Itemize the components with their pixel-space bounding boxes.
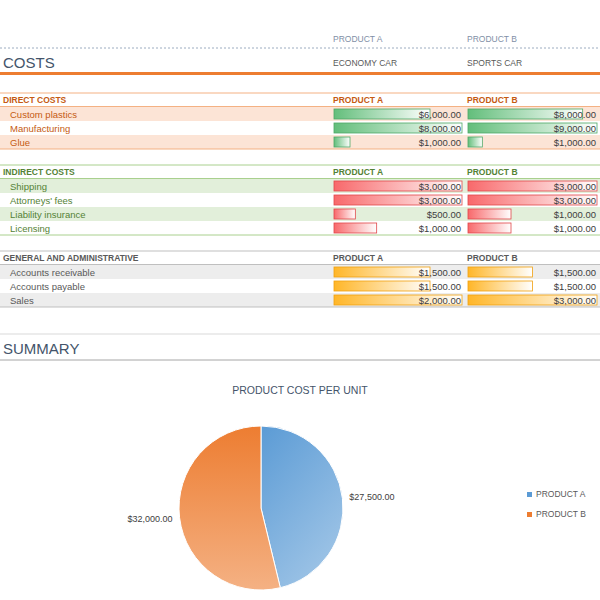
data-bar — [334, 295, 462, 305]
cell-value: $8,000.00 — [554, 109, 596, 120]
cell-value: $3,000.00 — [419, 195, 461, 206]
legend-entry: PRODUCT A — [536, 489, 586, 499]
legend-swatch — [527, 512, 532, 517]
section-column: PRODUCT B — [467, 95, 518, 105]
cell-value: $3,000.00 — [554, 181, 596, 192]
cell-value: $9,000.00 — [554, 123, 596, 134]
cell-value: $1,500.00 — [419, 281, 461, 292]
summary-rule — [0, 360, 600, 361]
section-rule — [0, 235, 600, 236]
section-title: GENERAL AND ADMINISTRATIVE — [3, 253, 139, 263]
title-rule — [0, 72, 600, 75]
section-rule — [0, 149, 600, 150]
cell-value: $3,000.00 — [419, 181, 461, 192]
data-label: $27,500.00 — [349, 492, 394, 502]
chart-title: PRODUCT COST PER UNIT — [232, 384, 368, 396]
row-label: Manufacturing — [10, 123, 70, 134]
subtitle: SPORTS CAR — [467, 58, 522, 68]
section: DIRECT COSTS PRODUCT A PRODUCT B Custom pla… — [0, 93, 600, 149]
cell-value: $1,000.00 — [554, 223, 596, 234]
subtitle: ECONOMY CAR — [333, 58, 397, 68]
data-bar — [468, 181, 597, 191]
data-bar — [334, 281, 430, 291]
section-column: PRODUCT A — [333, 95, 383, 105]
data-bar — [468, 223, 511, 233]
cell-value: $1,000.00 — [419, 137, 461, 148]
section: GENERAL AND ADMINISTRATIVE PRODUCT A PRODU… — [0, 251, 600, 307]
data-bar — [334, 267, 430, 277]
section-rule — [0, 106, 600, 107]
section-column: PRODUCT B — [467, 167, 518, 177]
cell-value: $1,500.00 — [419, 267, 461, 278]
data-bar — [468, 295, 597, 305]
column-header: PRODUCT A — [333, 34, 383, 44]
row-band — [0, 265, 600, 279]
row-label: Licensing — [10, 223, 50, 234]
chart: PRODUCT COST PER UNIT $27,500.00 $32,000.0… — [128, 384, 587, 590]
cell-value: $500.00 — [427, 209, 461, 220]
row-label: Attorneys' fees — [10, 195, 73, 206]
cell-value: $3,000.00 — [554, 295, 596, 306]
row-band — [0, 107, 600, 121]
section-rule — [0, 264, 600, 265]
section-title: DIRECT COSTS — [3, 95, 67, 105]
title: COSTS — [3, 54, 55, 71]
legend-entry: PRODUCT B — [536, 509, 586, 519]
summary-title: SUMMARY — [3, 340, 79, 357]
section-rule — [0, 93, 600, 94]
section-rule — [0, 178, 600, 179]
cell-value: $8,000.00 — [419, 123, 461, 134]
data-bar — [334, 195, 462, 205]
row-band — [0, 293, 600, 307]
data-bar — [468, 195, 597, 205]
section-column: PRODUCT A — [333, 167, 383, 177]
section-column: PRODUCT B — [467, 253, 518, 263]
row-label: Sales — [10, 295, 34, 306]
page: PRODUCT A PRODUCT B COSTS ECONOMY CAR SPORTS… — [0, 0, 600, 600]
row-label: Accounts receivable — [10, 267, 95, 278]
row-band — [0, 179, 600, 193]
section-column: PRODUCT A — [333, 253, 383, 263]
legend-swatch — [527, 492, 532, 497]
data-bar — [468, 137, 482, 147]
data-bar — [468, 209, 511, 219]
section-rule — [0, 251, 600, 252]
row-label: Glue — [10, 137, 30, 148]
row-label: Accounts payable — [10, 281, 85, 292]
data-bar — [334, 137, 350, 147]
cell-value: $1,000.00 — [554, 209, 596, 220]
section: INDIRECT COSTS PRODUCT A PRODUCT B Shipping… — [0, 165, 600, 235]
pie-slice — [179, 426, 280, 590]
data-bar — [468, 281, 533, 291]
summary-rule — [0, 334, 600, 335]
data-bar — [334, 181, 462, 191]
column-header: PRODUCT B — [467, 34, 517, 44]
data-bar — [468, 267, 533, 277]
cell-value: $1,500.00 — [554, 267, 596, 278]
section-title: INDIRECT COSTS — [3, 167, 75, 177]
data-bar — [334, 123, 462, 133]
row-label: Liability insurance — [10, 209, 86, 220]
row-label: Custom plastics — [10, 109, 77, 120]
section-rule — [0, 165, 600, 166]
cell-value: $1,000.00 — [554, 137, 596, 148]
cell-value: $2,000.00 — [419, 295, 461, 306]
cell-value: $3,000.00 — [554, 195, 596, 206]
data-bar — [468, 123, 597, 133]
cell-value: $6,000.00 — [419, 109, 461, 120]
data-bar — [334, 223, 377, 233]
data-bar — [334, 209, 355, 219]
cell-value: $1,500.00 — [554, 281, 596, 292]
row-band — [0, 135, 600, 149]
section-rule — [0, 307, 600, 308]
data-label: $32,000.00 — [128, 514, 173, 524]
data-bar — [334, 109, 430, 119]
row-label: Shipping — [10, 181, 47, 192]
cell-value: $1,000.00 — [419, 223, 461, 234]
row-band — [0, 207, 600, 221]
header-rule — [0, 48, 600, 49]
